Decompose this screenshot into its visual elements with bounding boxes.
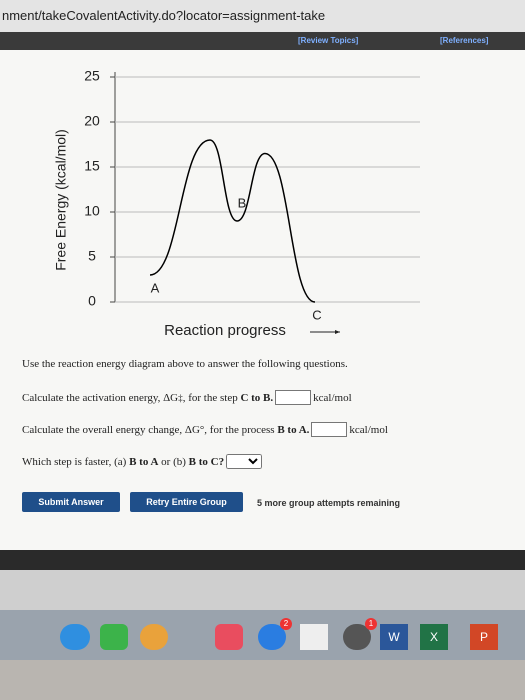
word-icon[interactable]: W [380, 624, 408, 650]
energy-curve [149, 139, 316, 303]
icon[interactable] [140, 624, 168, 650]
question-text: C to B. [240, 391, 274, 404]
chart: Free Energy (kcal/mol) Reaction progress… [53, 68, 420, 339]
input[interactable] [311, 422, 348, 437]
content [0, 50, 525, 550]
y-tick-label: 15 [84, 158, 100, 174]
question-text: ‡ [178, 392, 183, 403]
question: Calculate the overall energy change, ΔG°… [22, 422, 388, 437]
unit: kcal/mol [349, 423, 388, 436]
x-axis-label: Reaction progress [164, 322, 286, 339]
browser-bar: nment/takeCovalentActivity.do?locator=as… [0, 0, 525, 32]
point-label: C [312, 307, 321, 322]
unit: kcal/mol [313, 391, 352, 404]
question-text: Calculate the overall energy change, ΔG°… [22, 423, 278, 436]
intro: Use the reaction energy diagram above to… [22, 358, 348, 370]
icon[interactable] [60, 624, 90, 650]
question-text: Calculate the activation energy, ΔG [22, 391, 179, 404]
y-tick-label: 10 [84, 203, 100, 219]
y-tick-label: 25 [84, 68, 100, 84]
references-link[interactable]: [References] [440, 36, 489, 45]
y-tick-label: 20 [84, 113, 100, 129]
question-text: Which step is faster, (a) [22, 455, 130, 468]
ppt-icon[interactable]: P [470, 624, 498, 650]
point-label: A [151, 280, 160, 295]
url: nment/takeCovalentActivity.do?locator=as… [2, 8, 326, 23]
select[interactable] [226, 454, 263, 469]
input[interactable] [275, 390, 312, 405]
icon[interactable] [215, 624, 243, 650]
toolbar: [Review Topics] [References] [0, 32, 525, 50]
y-tick-label: 5 [88, 248, 96, 264]
point-label: B [238, 195, 247, 210]
badge: 1 [365, 618, 377, 630]
excel-icon[interactable]: X [420, 624, 448, 650]
badge: 2 [280, 618, 292, 630]
question-text: , for the step [182, 391, 241, 404]
question-text: B to A. [277, 423, 310, 436]
question-text: B to C? [188, 455, 225, 468]
retry-button[interactable]: Retry Entire Group [130, 492, 243, 512]
icon[interactable] [300, 624, 328, 650]
arrowhead [335, 330, 340, 334]
question-text: or (b) [158, 455, 189, 468]
y-axis-label: Free Energy (kcal/mol) [53, 129, 69, 271]
dock: 2 1 W X P [0, 610, 525, 660]
question: Which step is faster, (a) B to A or (b) … [22, 454, 263, 469]
question-text: B to A [129, 455, 159, 468]
question: Calculate the activation energy, ΔG ‡, fo… [22, 390, 352, 405]
review-link[interactable]: [Review Topics] [298, 36, 359, 45]
submit-button[interactable]: Submit Answer [22, 492, 120, 512]
icon[interactable] [100, 624, 128, 650]
y-tick-label: 0 [88, 293, 96, 309]
desk [0, 660, 525, 700]
attempts: 5 more group attempts remaining [257, 498, 401, 508]
bezel [0, 550, 525, 570]
